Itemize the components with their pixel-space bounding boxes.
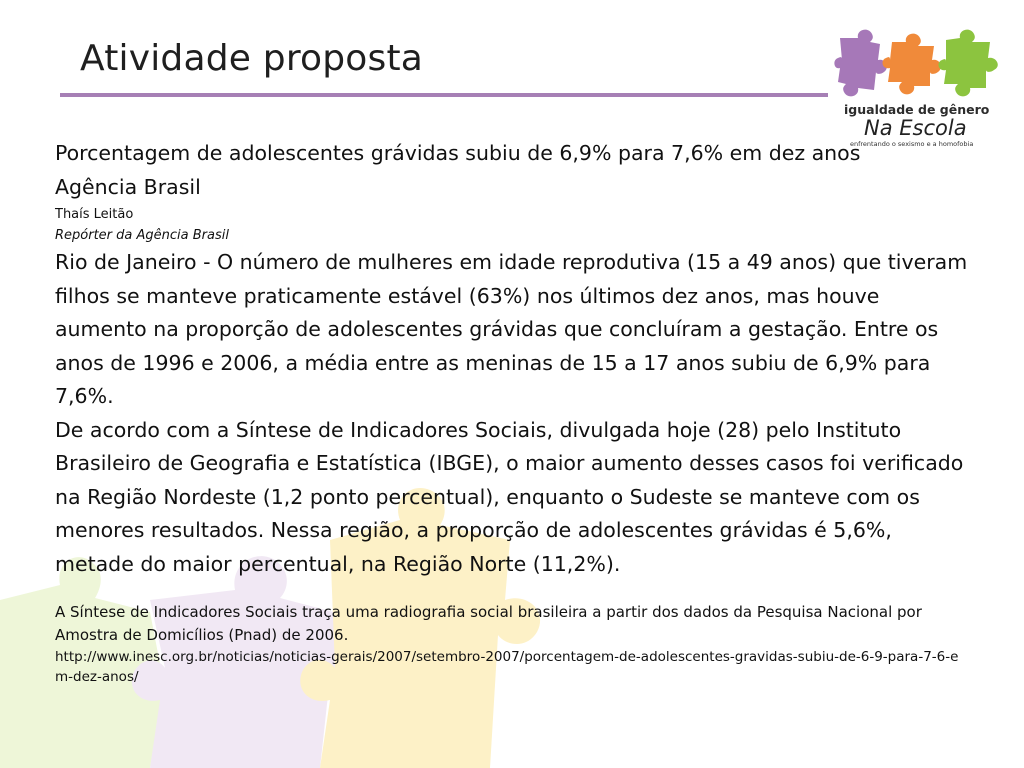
title-underline xyxy=(60,93,828,97)
article-paragraph: Rio de Janeiro - O número de mulheres em… xyxy=(55,250,968,408)
logo-tagline: enfrentando o sexismo e a homofobia xyxy=(850,140,974,148)
source-link[interactable]: http://www.inesc.org.br/noticias/noticia… xyxy=(55,649,959,685)
logo: igualdade de gênero Na Escola enfrentand… xyxy=(834,28,1004,154)
article-author: Thaís Leitão xyxy=(55,207,134,222)
article-note: A Síntese de Indicadores Sociais traça u… xyxy=(55,603,922,644)
article: Porcentagem de adolescentes grávidas sub… xyxy=(55,137,970,687)
article-author-role: Repórter da Agência Brasil xyxy=(55,228,229,243)
article-paragraph: De acordo com a Síntese de Indicadores S… xyxy=(55,417,964,576)
logo-title: igualdade de gênero xyxy=(844,102,990,117)
logo-puzzle-icon xyxy=(834,29,998,97)
puzzle-piece-yellow xyxy=(300,488,541,768)
article-headline: Porcentagem de adolescentes grávidas sub… xyxy=(55,141,861,165)
article-source: Agência Brasil xyxy=(55,174,201,199)
slide-title: Atividade proposta xyxy=(80,38,424,79)
puzzle-piece-purple xyxy=(131,556,372,768)
logo-subtitle: Na Escola xyxy=(864,116,967,140)
puzzle-piece-green xyxy=(0,557,198,768)
